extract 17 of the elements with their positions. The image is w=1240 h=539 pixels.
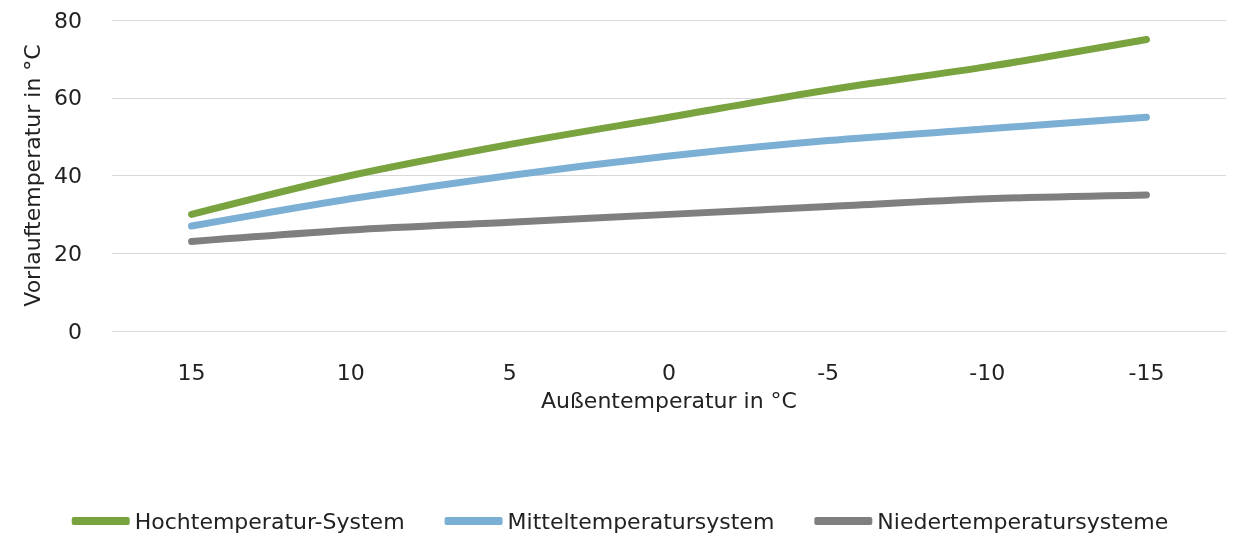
y-tick-label: 40 [54,163,82,188]
x-tick-label: 10 [336,359,365,385]
y-tick-label: 20 [54,240,82,266]
y-tick-label: 60 [54,85,82,111]
legend-label: Niedertemperatursysteme [877,508,1169,534]
x-tick-label: -10 [969,359,1006,385]
y-tick-label: 80 [54,7,82,33]
x-tick-label: 5 [502,359,517,385]
x-tick-label: 0 [662,359,676,385]
x-tick-label: -5 [817,359,840,385]
x-tick-label: -15 [1128,359,1165,385]
legend-label: Mitteltemperatursystem [507,508,775,534]
legend-label: Hochtemperatur-System [134,508,405,534]
y-tick-label: 0 [68,318,82,344]
x-tick-label: 15 [177,359,206,385]
x-axis-title: Außentemperatur in °C [541,387,797,413]
y-axis-title: Vorlauftemperatur in °C [19,44,45,307]
